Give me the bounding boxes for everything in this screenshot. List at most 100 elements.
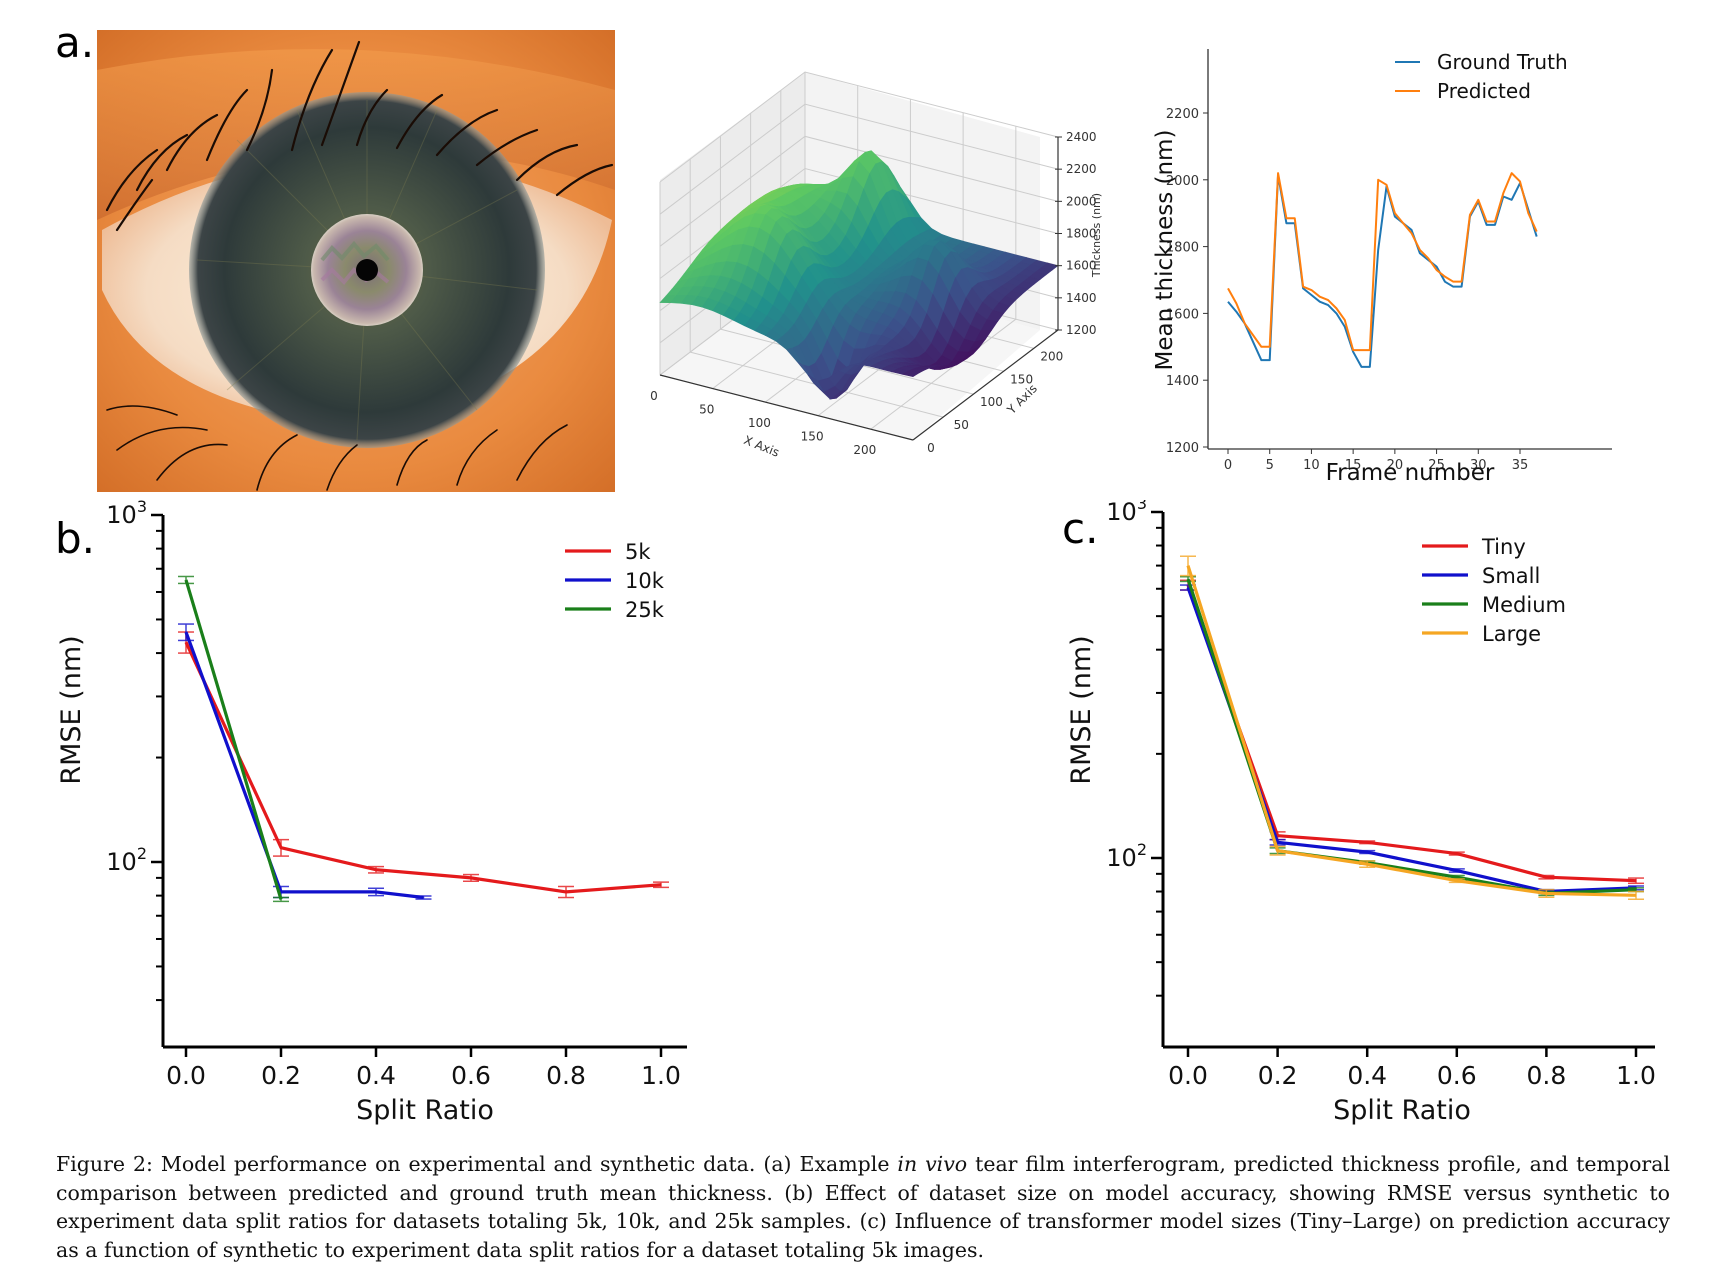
z-tick-label: 1400 — [1066, 291, 1097, 305]
y-axis-line — [912, 329, 1059, 441]
x-tick-label: 5 — [1266, 458, 1274, 473]
x-tick-label: 200 — [853, 443, 876, 457]
error-bar — [463, 873, 479, 883]
panel-label-a: a. — [55, 18, 95, 67]
error-bar — [1359, 849, 1376, 855]
x-tick-label: 0.4 — [1347, 1061, 1387, 1090]
z-tick-label: 1200 — [1066, 323, 1097, 337]
legend-label: Large — [1482, 622, 1541, 646]
z-axis-label: Thickness (nm) — [1090, 193, 1103, 278]
error-bar — [1628, 890, 1644, 900]
error-bar — [1538, 874, 1555, 880]
y-tick-label: 102 — [1106, 840, 1147, 872]
y-tick-label: 103 — [1106, 500, 1147, 526]
series-line-predicted — [1227, 172, 1538, 352]
y-tick-label: 0 — [927, 441, 935, 455]
series-line — [184, 579, 283, 900]
y-tick-label: 100 — [980, 395, 1003, 409]
x-tick-label: 1.0 — [1616, 1061, 1656, 1090]
x-tick-label: 0.6 — [1437, 1061, 1477, 1090]
caption-lead: Figure 2: Model performance on experimen… — [56, 1152, 898, 1176]
error-bar — [1180, 555, 1196, 577]
x-tick-label: 35 — [1512, 458, 1529, 473]
lower-eyelashes — [106, 405, 568, 491]
error-bar — [1628, 877, 1644, 885]
error-bar — [1448, 868, 1465, 873]
surface — [659, 150, 1059, 400]
y-tick-label: 103 — [106, 500, 147, 529]
series-large — [1180, 555, 1644, 900]
series-line — [1186, 586, 1637, 894]
y-tick-label: 200 — [1040, 349, 1063, 363]
series-line — [1186, 565, 1637, 897]
tick-base: 10 — [106, 501, 137, 529]
z-tick-label: 2200 — [1066, 162, 1097, 176]
z-tick-label: 1800 — [1066, 227, 1097, 241]
y-tick-label: 102 — [106, 844, 147, 876]
error-bar — [273, 896, 289, 903]
x-tick-label: 0 — [1224, 458, 1232, 473]
surface-patch — [901, 370, 920, 377]
tick-exponent: 3 — [137, 500, 147, 516]
tick-base: 10 — [1106, 844, 1137, 872]
error-bar — [273, 838, 289, 857]
x-axis-line — [659, 374, 914, 441]
y-axis-label: RMSE (nm) — [1066, 635, 1097, 784]
x-axis-label: X Axis — [742, 433, 781, 460]
error-bar — [1538, 888, 1555, 899]
legend-label: 10k — [625, 569, 665, 593]
series-line — [1186, 584, 1637, 883]
upper-eyelashes — [105, 40, 614, 232]
x-tick-label: 150 — [801, 430, 824, 444]
y-tick-label: 1600 — [1166, 307, 1199, 322]
pupil — [356, 259, 378, 281]
error-bar — [368, 865, 384, 874]
series-line — [1186, 578, 1637, 896]
series-line — [184, 641, 662, 894]
x-tick-label: 0 — [650, 389, 658, 403]
y-tick-label: 2200 — [1166, 107, 1199, 122]
x-tick-label: 25 — [1428, 458, 1445, 473]
x-tick-label: 0.8 — [546, 1061, 586, 1090]
eye-photo — [97, 30, 615, 492]
y-axis-label: RMSE (nm) — [56, 635, 87, 784]
legend-label: Medium — [1482, 593, 1566, 617]
legend-label: Tiny — [1481, 535, 1526, 559]
x-tick-label: 0.0 — [1168, 1061, 1208, 1090]
legend-label: 5k — [625, 540, 651, 564]
x-tick-label: 0.6 — [451, 1061, 491, 1090]
tick-base: 10 — [106, 848, 137, 876]
y-tick-label: 50 — [954, 418, 969, 432]
z-tick-label: 2000 — [1066, 194, 1097, 208]
error-bar — [178, 575, 194, 585]
legend-label: Predicted — [1437, 79, 1531, 103]
error-bar — [1269, 838, 1286, 846]
z-tick-label: 2400 — [1066, 130, 1097, 144]
error-bar — [558, 885, 574, 899]
x-tick-label: 0.2 — [261, 1061, 301, 1090]
x-tick-label: 0.0 — [166, 1061, 206, 1090]
tick-exponent: 2 — [137, 844, 147, 863]
series-10k — [178, 623, 432, 900]
error-bar — [653, 881, 669, 889]
x-tick-label: 50 — [699, 403, 714, 417]
caption-italic: in vivo — [897, 1152, 968, 1176]
z-tick-label: 1600 — [1066, 259, 1097, 273]
caption-rest: tear film interferogram, predicted thick… — [56, 1152, 1670, 1262]
error-bar — [1359, 860, 1376, 869]
panel-label-b: b. — [55, 514, 96, 563]
x-tick-label: 0.4 — [356, 1061, 396, 1090]
error-bar — [415, 895, 432, 900]
y-axis-label: Y Axis — [1004, 381, 1040, 417]
x-tick-label: 0.2 — [1258, 1061, 1298, 1090]
x-axis-label: Frame number — [1326, 460, 1495, 486]
error-bar — [1448, 878, 1465, 884]
x-axis-label: Split Ratio — [356, 1095, 494, 1126]
x-tick-label: 1.0 — [641, 1061, 681, 1090]
figure-caption: Figure 2: Model performance on experimen… — [56, 1150, 1670, 1264]
error-bar — [1359, 840, 1376, 845]
tick-exponent: 3 — [1137, 500, 1147, 513]
series-25k — [178, 575, 289, 903]
